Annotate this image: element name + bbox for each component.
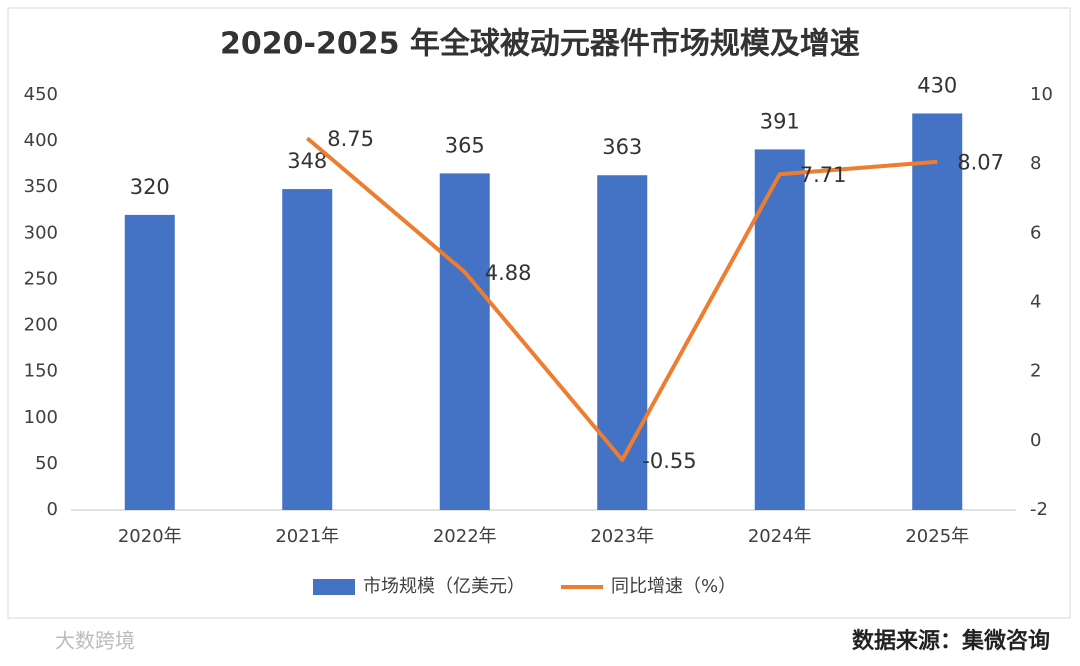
bar — [754, 149, 805, 510]
y-tick-label: 400 — [24, 130, 58, 151]
legend-label: 同比增速（%） — [611, 576, 736, 597]
y2-tick-label: 6 — [1030, 222, 1041, 243]
x-tick-label: 2024年 — [748, 526, 812, 547]
y2-tick-label: 4 — [1030, 292, 1041, 313]
x-tick-label: 2021年 — [275, 526, 339, 547]
legend-swatch — [313, 579, 355, 595]
bar — [912, 113, 963, 510]
y2-tick-label: 0 — [1030, 430, 1041, 451]
y-tick-label: 50 — [35, 453, 58, 474]
bar-value-label: 365 — [445, 133, 485, 157]
bar-value-label: 348 — [287, 149, 327, 173]
x-tick-label: 2020年 — [118, 526, 182, 547]
line-value-label: 4.88 — [485, 261, 532, 285]
y-tick-label: 450 — [24, 84, 58, 105]
y-tick-label: 300 — [24, 222, 58, 243]
chart-title: 2020-2025 年全球被动元器件市场规模及增速 — [220, 27, 860, 62]
bar-value-label: 320 — [130, 175, 170, 199]
y2-tick-label: 2 — [1030, 361, 1041, 382]
source-note: 数据来源：集微咨询 — [852, 628, 1050, 654]
line-value-label: 8.75 — [327, 127, 374, 151]
y2-tick-label: -2 — [1030, 499, 1048, 520]
x-tick-label: 2023年 — [590, 526, 654, 547]
y-tick-label: 100 — [24, 407, 58, 428]
legend-label: 市场规模（亿美元） — [363, 576, 525, 597]
bar-value-label: 430 — [917, 73, 957, 97]
bar-value-label: 391 — [760, 109, 800, 133]
x-tick-label: 2022年 — [433, 526, 497, 547]
line-value-label: 8.07 — [957, 151, 1004, 175]
bar — [282, 189, 333, 511]
chart-frame — [7, 7, 1071, 619]
bar-value-label: 363 — [602, 135, 642, 159]
y2-tick-label: 10 — [1030, 84, 1053, 105]
bar — [439, 173, 490, 510]
y-tick-label: 200 — [24, 315, 58, 336]
bar — [124, 214, 175, 510]
line-value-label: 7.71 — [800, 163, 847, 187]
y2-tick-label: 8 — [1030, 153, 1041, 174]
x-tick-label: 2025年 — [905, 526, 969, 547]
y-tick-label: 350 — [24, 176, 58, 197]
y-tick-label: 250 — [24, 268, 58, 289]
y-tick-label: 0 — [47, 499, 58, 520]
line — [305, 136, 938, 462]
line-value-label: -0.55 — [642, 449, 696, 473]
y-tick-label: 150 — [24, 361, 58, 382]
bar — [597, 175, 648, 510]
watermark: 大数跨境 — [55, 629, 135, 653]
